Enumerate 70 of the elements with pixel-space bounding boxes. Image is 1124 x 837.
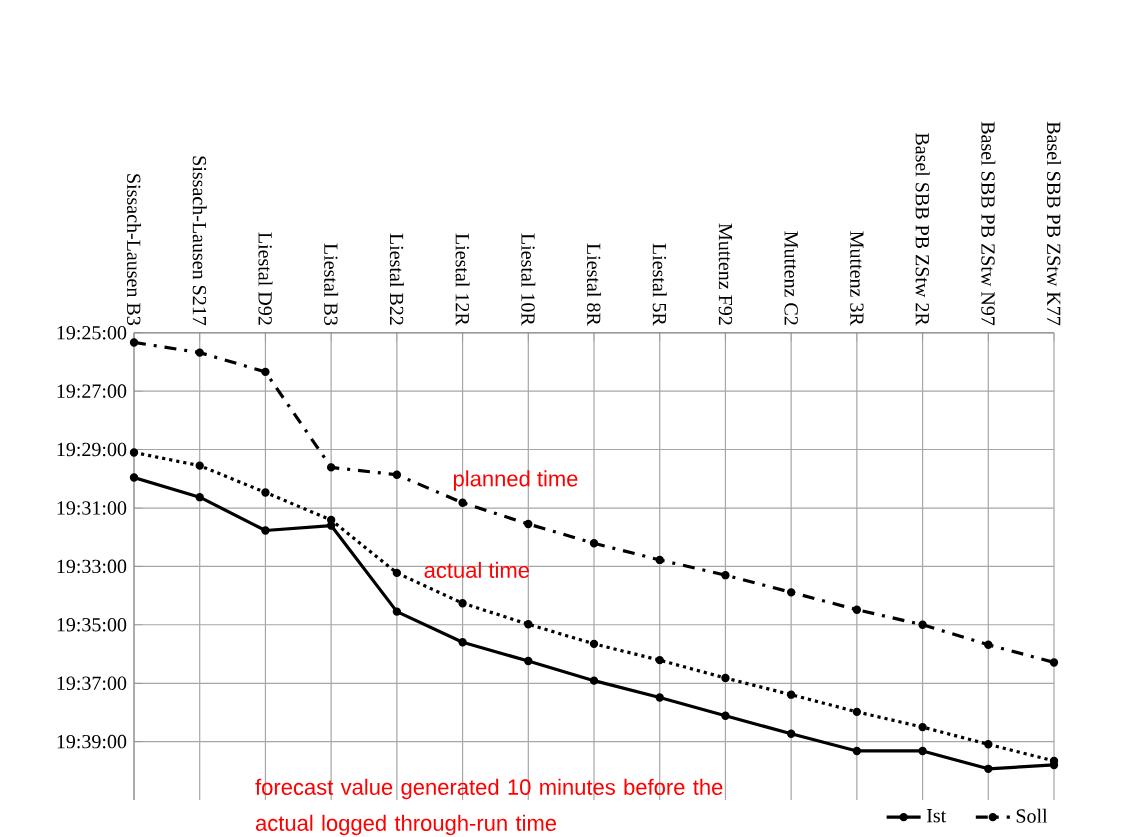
x-tick-label: Liestal B22 <box>389 233 404 325</box>
legend-label: Ist <box>926 809 947 823</box>
x-tick-label: Liestal 8R <box>586 243 602 326</box>
x-tick-label: Muttenz C2 <box>784 231 798 325</box>
point <box>786 690 796 699</box>
y-tick-label: 19:33:00 <box>57 559 127 574</box>
point <box>392 568 402 578</box>
annotation: forecast value generated 10 minutes before the actual logged through-run time <box>255 778 723 836</box>
point <box>918 620 927 629</box>
x-tick-label: Sissach-Lausen S217 <box>192 156 207 326</box>
point <box>852 605 862 614</box>
point <box>524 620 533 629</box>
point <box>655 655 664 665</box>
y-tick-label: 19:29:00 <box>57 442 127 457</box>
point <box>852 746 862 756</box>
point <box>589 676 599 685</box>
point <box>589 639 599 649</box>
point <box>786 729 796 738</box>
x-tick-label: Liestal D92 <box>258 232 273 325</box>
y-tick-label: 19:31:00 <box>57 501 127 515</box>
point <box>326 463 336 472</box>
point <box>195 492 204 502</box>
point <box>458 599 467 608</box>
x-tick-label: Muttenz 3R <box>850 231 864 326</box>
point <box>261 526 270 535</box>
point <box>392 607 402 616</box>
point <box>129 338 139 347</box>
point <box>458 638 467 647</box>
x-tick-label: Liestal 10R <box>521 233 536 326</box>
x-tick-label: Sissach-Lausen B3 <box>126 174 142 325</box>
point <box>721 673 730 683</box>
y-tick-label: 19:39:00 <box>57 734 127 749</box>
annotation: planned time <box>453 470 578 491</box>
x-tick-label: Liestal B3 <box>324 243 339 325</box>
point <box>984 640 993 649</box>
point <box>589 539 599 548</box>
point <box>984 740 993 749</box>
point <box>261 367 270 377</box>
x-tick-label: Liestal 12R <box>455 233 470 326</box>
x-tick-label: Liestal 5R <box>652 243 667 326</box>
annotation: actual time <box>424 561 529 578</box>
legend-label: Soll <box>1016 808 1048 823</box>
point <box>326 521 336 530</box>
x-tick-label: Basel SBB PB ZStw K77 <box>1046 121 1062 326</box>
x-tick-label: Basel SBB PB ZStw N97 <box>981 121 996 326</box>
point <box>918 746 927 756</box>
y-tick-label: 19:35:00 <box>57 617 127 632</box>
y-tick-label: 19:25:00 <box>57 326 127 340</box>
point <box>852 707 862 717</box>
point <box>721 711 730 720</box>
point <box>984 764 993 774</box>
point <box>786 588 796 597</box>
point <box>721 570 730 580</box>
point <box>918 722 927 732</box>
point <box>129 473 139 482</box>
y-tick-label: 19:37:00 <box>57 676 127 691</box>
point <box>195 348 204 357</box>
point <box>655 693 664 702</box>
point <box>1049 658 1059 667</box>
point <box>129 448 139 457</box>
point <box>261 488 270 497</box>
x-tick-label: Muttenz F92 <box>718 223 733 325</box>
x-tick-label: Basel SBB PB ZStw 2R <box>915 132 930 326</box>
point <box>458 498 467 507</box>
point <box>655 555 664 565</box>
point <box>195 461 204 470</box>
point <box>524 656 533 666</box>
point <box>524 519 533 529</box>
y-tick-label: 19:27:00 <box>57 384 127 398</box>
point <box>392 470 402 479</box>
